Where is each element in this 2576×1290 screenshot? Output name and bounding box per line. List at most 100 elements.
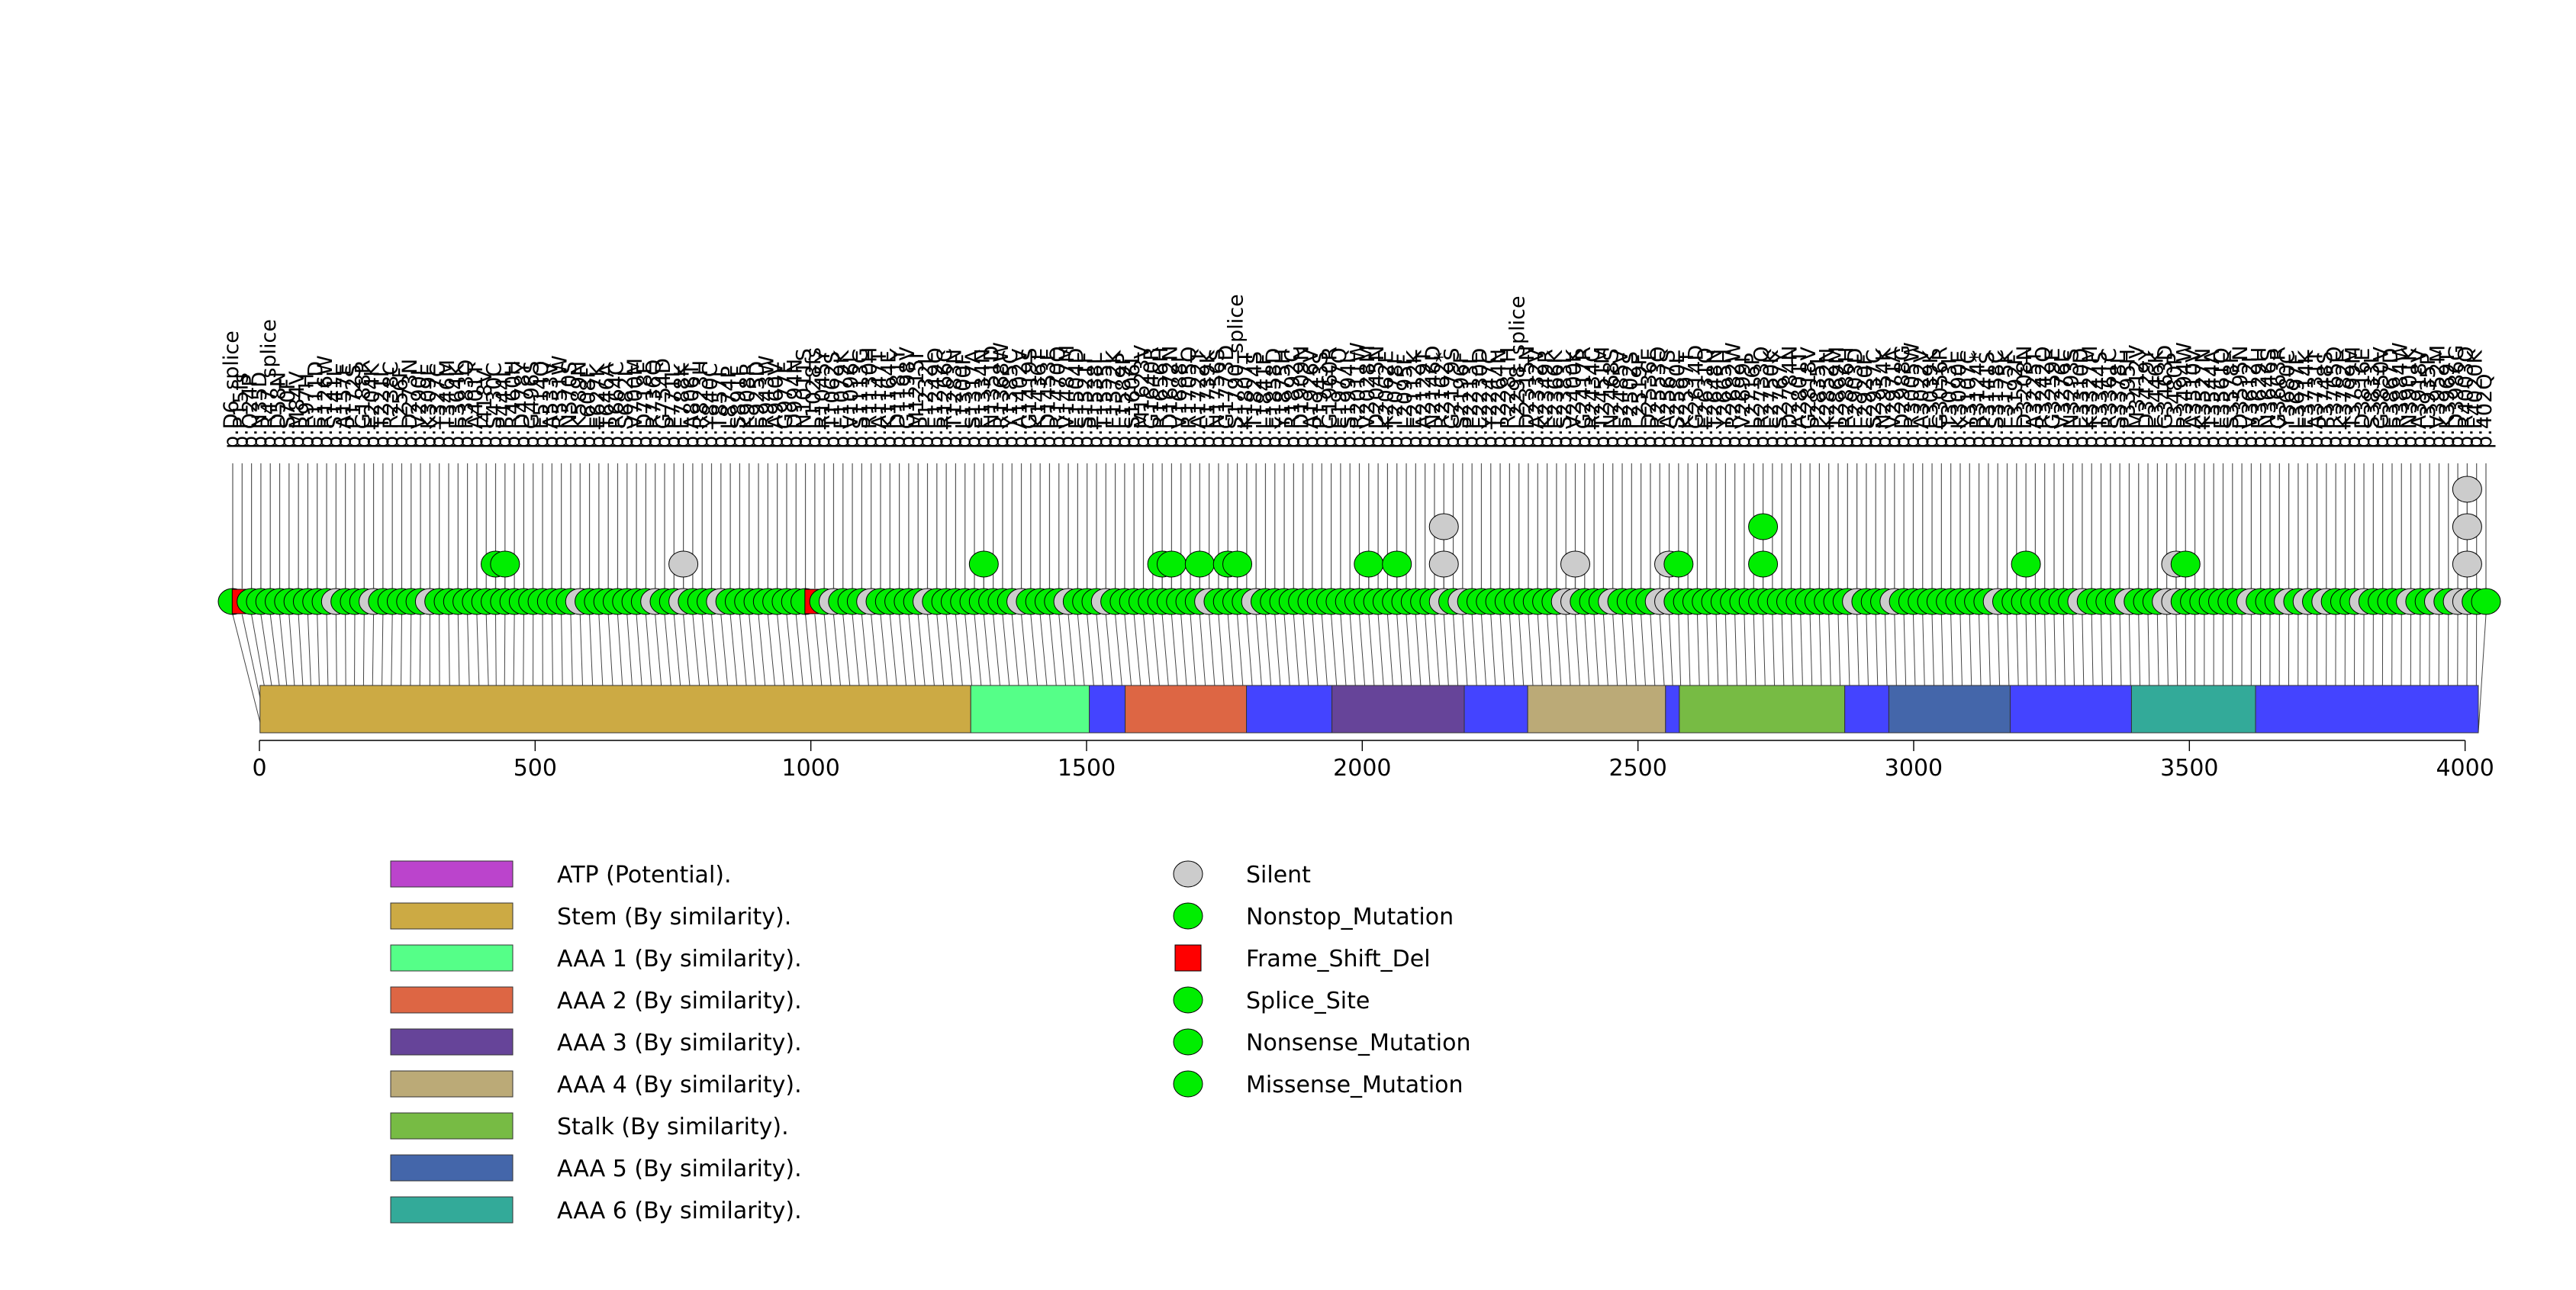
- mutation-label: p.T1824S: [1243, 351, 1267, 449]
- domain-legend-swatch: [390, 944, 514, 972]
- mutation-label: p.S1317A: [961, 349, 985, 449]
- mutation-label: p.K2597T: [1675, 350, 1699, 449]
- mutation-label: p.E3446K: [2144, 350, 2168, 449]
- mutation-label: p.E3039K: [1919, 350, 1943, 449]
- mutation-label: p.R1705Q: [1177, 347, 1201, 449]
- mutation-label: p.K2062E: [1374, 350, 1398, 449]
- mutation-label: p.P3141S: [1975, 351, 1999, 449]
- mutation-legend-label: Silent: [1246, 862, 1311, 888]
- mutation-label: p.E1977Q: [1328, 347, 1351, 449]
- mutation-label: p.D273N: [398, 359, 422, 449]
- mutation-label: p.D1453E: [1036, 348, 1060, 449]
- mutation-label: p.A401T: [464, 363, 488, 449]
- silent-marker: [668, 550, 699, 578]
- mutation-label: p.D2315N: [1515, 346, 1539, 449]
- mutation-label: p.A2801T: [1788, 350, 1811, 449]
- mutation-label: p.P1232L: [915, 353, 939, 449]
- mutation-label: p.R2733Q: [1750, 347, 1774, 449]
- mutation-label: p.L1589P: [1112, 353, 1135, 449]
- mutation-label: p.R2281H: [1496, 347, 1520, 450]
- mutation-label: p.K2852N: [1816, 348, 1840, 449]
- domain-legend: ATP (Potential). Stem (By similarity). AAA…: [390, 860, 802, 1224]
- mutation-label: p.S2383L: [1553, 352, 1576, 449]
- mutation-label: p.A533V: [539, 361, 562, 449]
- protein-domain-aaa-6: [2130, 685, 2256, 734]
- mutation-label: p.Y1875H: [1271, 349, 1295, 449]
- mutation-label: p.K309E: [417, 363, 440, 449]
- mutation-label: p.E1079K: [830, 350, 854, 449]
- mutation-label: p.T1062S: [820, 351, 844, 449]
- mutation-label: p.S3158C: [1985, 350, 2008, 449]
- mutation-label: p.E1504D: [1064, 348, 1088, 449]
- mutation-label: p.L3192F: [2004, 353, 2027, 449]
- mutation-label: p.N2146D: [1422, 346, 1445, 449]
- mutation-label: p.S1521F: [1074, 352, 1098, 449]
- mutation-label: p.P15fs: [229, 372, 253, 449]
- domain-legend-label: AAA 2 (By similarity).: [557, 988, 802, 1014]
- mutation-label: p.G1198V: [896, 347, 919, 449]
- mutation-label: p.402Q: [2473, 373, 2497, 449]
- mutation-label: p.P3395H: [2116, 349, 2140, 449]
- mutation-label: p.S3578F: [2220, 352, 2243, 449]
- mutation-labels: p.D6_splicep.P15fsp.Q24Pp.N35Dp.R47_spli…: [220, 294, 2497, 449]
- mutation-label: p.V700M: [623, 358, 647, 449]
- mutation-label: p.P172S: [342, 364, 365, 449]
- domain-legend-label: AAA 3 (By similarity).: [557, 1030, 802, 1056]
- mutation-label: p.E2903D: [1844, 348, 1868, 449]
- mutation-label: p.P444L: [492, 366, 516, 449]
- mutation-label: p.S2580L: [1666, 352, 1689, 449]
- mutation-label: p.G754D: [652, 358, 675, 449]
- domain-legend-swatch: [390, 1154, 514, 1182]
- mutation-label: p.V3952M: [2426, 345, 2449, 449]
- mutation-label: p.K2349R: [1534, 349, 1558, 449]
- protein-domain-stem: [259, 685, 971, 734]
- mutation-label: p.I418V: [473, 369, 497, 449]
- silent-marker: [1560, 550, 1590, 578]
- mutation-label: p.R551W: [549, 355, 572, 449]
- mutation-label: p.E2750K: [1760, 350, 1783, 449]
- mutation-label: p.K3969T: [2436, 350, 2459, 449]
- mutation-label: p.K3782E: [2332, 350, 2355, 449]
- mutation-label: p.A3022V: [1910, 348, 1934, 449]
- domain-legend-swatch: [390, 1070, 514, 1098]
- mutation-label: p.L1300F: [952, 353, 976, 449]
- domain-legend-swatch: [390, 1028, 514, 1056]
- mutation-label: p.E788K: [671, 363, 694, 449]
- mutation-label: p.N1011S: [793, 348, 816, 449]
- mutation-label: p.E1739K: [1196, 350, 1220, 449]
- x-tick-label: 3500: [2160, 755, 2218, 782]
- mutation-label: p.T346M: [436, 360, 459, 449]
- mutation-label: p.N3646S: [2257, 348, 2281, 449]
- mutation-label: p.D6_splice: [220, 331, 243, 449]
- silent-marker: [2452, 513, 2482, 540]
- mutation-marker: [2471, 588, 2501, 615]
- x-tick-label: 1500: [1058, 755, 1116, 782]
- mutation-label: p.R126W: [314, 355, 337, 449]
- mutation-label: p.N1756S: [1206, 348, 1229, 449]
- mutation-label: p.S2767Y: [1769, 350, 1792, 449]
- mutation-label: p.R1892C: [1280, 348, 1304, 449]
- mutation-label: p.Y3107C: [1956, 350, 1980, 449]
- mutation-label: p.E627K: [586, 363, 610, 449]
- mutation-label: p.G3056R: [1928, 347, 1952, 449]
- mutation-label: p.D3816E: [2351, 348, 2375, 449]
- mutation-label: p.E1572K: [1103, 350, 1126, 449]
- domain-legend-label: AAA 4 (By similarity).: [557, 1072, 802, 1098]
- mutation-legend-label: Missense_Mutation: [1246, 1072, 1463, 1098]
- mutation-label: p.V290I: [407, 369, 431, 449]
- mutation-label: p.M84V: [285, 371, 309, 449]
- mutation-label: p.P1538L: [1084, 353, 1107, 449]
- x-axis: 0 500 1000 1500 2000 2500 3000 3500 4000: [252, 740, 2494, 782]
- mutation-label: p.A3225T: [2022, 350, 2046, 449]
- mutation-legend-swatch: [1173, 860, 1203, 888]
- domain-legend-swatch: [390, 860, 514, 888]
- mutation-label: p.G1773D: [1215, 345, 1238, 449]
- mutation-label: p.K1807T: [1234, 350, 1257, 449]
- mutation-label: p.G977E: [774, 361, 797, 449]
- mutation-label: p.S682L: [614, 366, 638, 449]
- mutation-label: p.P771L: [661, 366, 684, 449]
- protein-domain-aaa-2: [1125, 685, 1248, 734]
- mutation-label: p.E1249Q: [924, 347, 948, 449]
- x-tick-label: 0: [252, 755, 266, 782]
- mutation-label: p.G3850V: [2370, 347, 2394, 449]
